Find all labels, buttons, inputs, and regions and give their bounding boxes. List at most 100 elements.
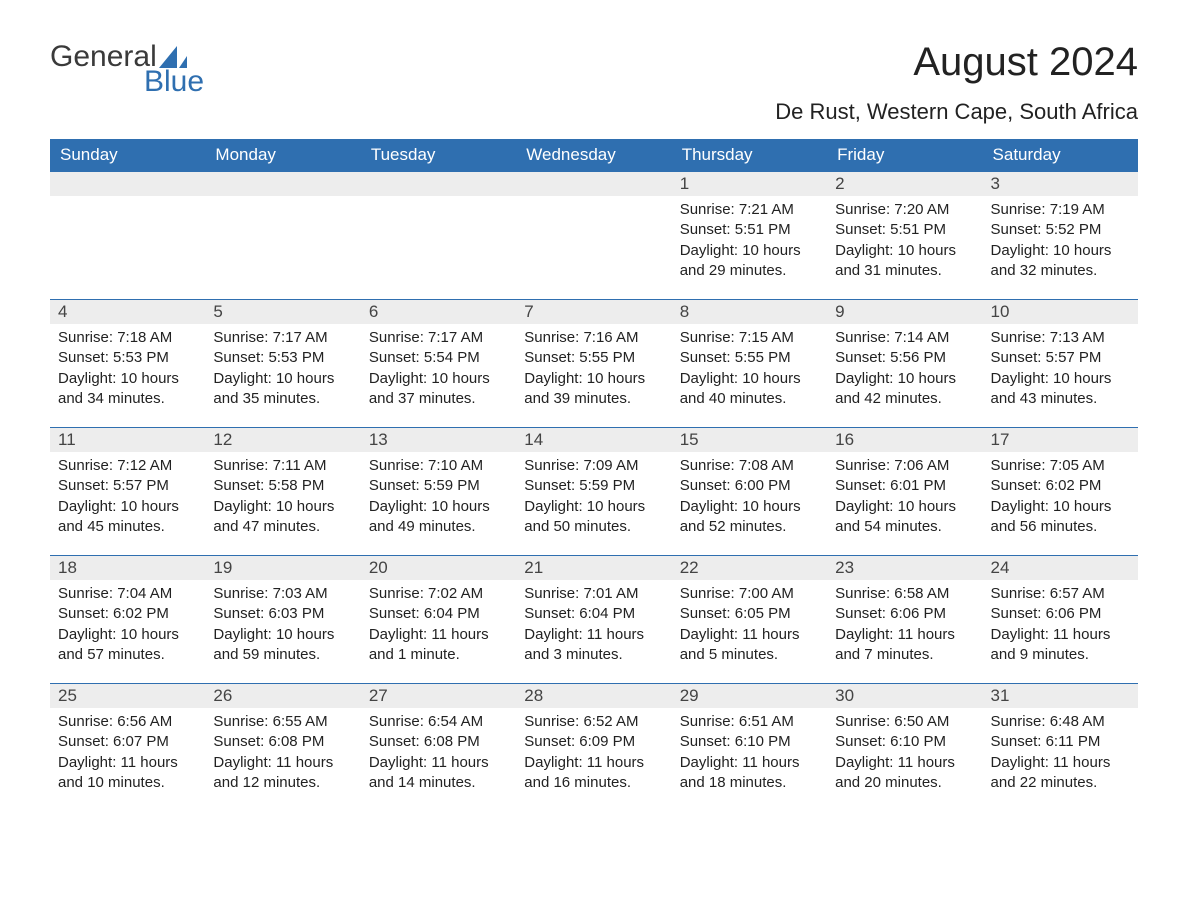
day-body: Sunrise: 6:48 AMSunset: 6:11 PMDaylight:… (983, 708, 1138, 801)
calendar-row: 4Sunrise: 7:18 AMSunset: 5:53 PMDaylight… (50, 300, 1138, 428)
daylight-line: Daylight: 10 hours and 47 minutes. (213, 497, 352, 538)
calendar-cell: 6Sunrise: 7:17 AMSunset: 5:54 PMDaylight… (361, 300, 516, 428)
day-body: Sunrise: 6:51 AMSunset: 6:10 PMDaylight:… (672, 708, 827, 801)
sunrise-line: Sunrise: 7:09 AM (524, 456, 663, 476)
sunset-line: Sunset: 5:53 PM (58, 348, 197, 368)
day-body: Sunrise: 7:06 AMSunset: 6:01 PMDaylight:… (827, 452, 982, 545)
day-body: Sunrise: 7:21 AMSunset: 5:51 PMDaylight:… (672, 196, 827, 289)
sunset-line: Sunset: 6:09 PM (524, 732, 663, 752)
sunrise-line: Sunrise: 7:10 AM (369, 456, 508, 476)
sunset-line: Sunset: 6:07 PM (58, 732, 197, 752)
day-body: Sunrise: 7:16 AMSunset: 5:55 PMDaylight:… (516, 324, 671, 417)
weekday-header-row: SundayMondayTuesdayWednesdayThursdayFrid… (50, 139, 1138, 172)
calendar-cell: 19Sunrise: 7:03 AMSunset: 6:03 PMDayligh… (205, 556, 360, 684)
daylight-line: Daylight: 10 hours and 37 minutes. (369, 369, 508, 410)
day-number: 10 (983, 300, 1138, 324)
calendar-cell: 13Sunrise: 7:10 AMSunset: 5:59 PMDayligh… (361, 428, 516, 556)
day-body: Sunrise: 7:09 AMSunset: 5:59 PMDaylight:… (516, 452, 671, 545)
calendar-cell: 30Sunrise: 6:50 AMSunset: 6:10 PMDayligh… (827, 684, 982, 812)
calendar-cell: 29Sunrise: 6:51 AMSunset: 6:10 PMDayligh… (672, 684, 827, 812)
sunrise-line: Sunrise: 7:02 AM (369, 584, 508, 604)
sunrise-line: Sunrise: 6:52 AM (524, 712, 663, 732)
day-body: Sunrise: 7:03 AMSunset: 6:03 PMDaylight:… (205, 580, 360, 673)
weekday-header: Thursday (672, 139, 827, 172)
daylight-line: Daylight: 10 hours and 40 minutes. (680, 369, 819, 410)
calendar-cell (50, 172, 205, 300)
sunrise-line: Sunrise: 7:14 AM (835, 328, 974, 348)
daylight-line: Daylight: 10 hours and 29 minutes. (680, 241, 819, 282)
day-number: 16 (827, 428, 982, 452)
day-body: Sunrise: 7:02 AMSunset: 6:04 PMDaylight:… (361, 580, 516, 673)
sunset-line: Sunset: 5:53 PM (213, 348, 352, 368)
day-body: Sunrise: 6:50 AMSunset: 6:10 PMDaylight:… (827, 708, 982, 801)
calendar-cell (205, 172, 360, 300)
day-number: 22 (672, 556, 827, 580)
sunset-line: Sunset: 6:08 PM (213, 732, 352, 752)
sunset-line: Sunset: 6:08 PM (369, 732, 508, 752)
sunrise-line: Sunrise: 6:48 AM (991, 712, 1130, 732)
daylight-line: Daylight: 10 hours and 56 minutes. (991, 497, 1130, 538)
calendar-cell: 8Sunrise: 7:15 AMSunset: 5:55 PMDaylight… (672, 300, 827, 428)
sunset-line: Sunset: 5:57 PM (58, 476, 197, 496)
daylight-line: Daylight: 11 hours and 18 minutes. (680, 753, 819, 794)
calendar-cell: 14Sunrise: 7:09 AMSunset: 5:59 PMDayligh… (516, 428, 671, 556)
logo-text-1: General (50, 40, 157, 74)
day-number: 31 (983, 684, 1138, 708)
calendar-cell: 7Sunrise: 7:16 AMSunset: 5:55 PMDaylight… (516, 300, 671, 428)
day-body: Sunrise: 7:10 AMSunset: 5:59 PMDaylight:… (361, 452, 516, 545)
sunset-line: Sunset: 6:03 PM (213, 604, 352, 624)
sunrise-line: Sunrise: 6:57 AM (991, 584, 1130, 604)
daylight-line: Daylight: 10 hours and 49 minutes. (369, 497, 508, 538)
calendar-cell: 16Sunrise: 7:06 AMSunset: 6:01 PMDayligh… (827, 428, 982, 556)
daylight-line: Daylight: 10 hours and 35 minutes. (213, 369, 352, 410)
day-number: 28 (516, 684, 671, 708)
weekday-header: Friday (827, 139, 982, 172)
weekday-header: Sunday (50, 139, 205, 172)
day-number: 9 (827, 300, 982, 324)
sunrise-line: Sunrise: 6:55 AM (213, 712, 352, 732)
weekday-header: Tuesday (361, 139, 516, 172)
day-body: Sunrise: 7:11 AMSunset: 5:58 PMDaylight:… (205, 452, 360, 545)
sunrise-line: Sunrise: 7:05 AM (991, 456, 1130, 476)
daylight-line: Daylight: 11 hours and 10 minutes. (58, 753, 197, 794)
sunrise-line: Sunrise: 7:00 AM (680, 584, 819, 604)
calendar-cell: 9Sunrise: 7:14 AMSunset: 5:56 PMDaylight… (827, 300, 982, 428)
calendar-cell: 17Sunrise: 7:05 AMSunset: 6:02 PMDayligh… (983, 428, 1138, 556)
calendar-cell: 18Sunrise: 7:04 AMSunset: 6:02 PMDayligh… (50, 556, 205, 684)
sunset-line: Sunset: 5:52 PM (991, 220, 1130, 240)
calendar-cell: 31Sunrise: 6:48 AMSunset: 6:11 PMDayligh… (983, 684, 1138, 812)
sunrise-line: Sunrise: 6:54 AM (369, 712, 508, 732)
sunrise-line: Sunrise: 7:18 AM (58, 328, 197, 348)
day-number: 1 (672, 172, 827, 196)
sunrise-line: Sunrise: 7:17 AM (369, 328, 508, 348)
day-number: 7 (516, 300, 671, 324)
sunset-line: Sunset: 6:10 PM (835, 732, 974, 752)
sunrise-line: Sunrise: 7:03 AM (213, 584, 352, 604)
daylight-line: Daylight: 10 hours and 42 minutes. (835, 369, 974, 410)
day-body: Sunrise: 6:56 AMSunset: 6:07 PMDaylight:… (50, 708, 205, 801)
day-number: 14 (516, 428, 671, 452)
day-number: 18 (50, 556, 205, 580)
day-number: 15 (672, 428, 827, 452)
sunset-line: Sunset: 5:59 PM (369, 476, 508, 496)
day-body: Sunrise: 7:05 AMSunset: 6:02 PMDaylight:… (983, 452, 1138, 545)
sunrise-line: Sunrise: 7:11 AM (213, 456, 352, 476)
calendar-cell: 12Sunrise: 7:11 AMSunset: 5:58 PMDayligh… (205, 428, 360, 556)
sunrise-line: Sunrise: 7:06 AM (835, 456, 974, 476)
day-number: 29 (672, 684, 827, 708)
calendar-cell (516, 172, 671, 300)
sunset-line: Sunset: 6:10 PM (680, 732, 819, 752)
day-number: 24 (983, 556, 1138, 580)
sunset-line: Sunset: 6:04 PM (524, 604, 663, 624)
day-number: 5 (205, 300, 360, 324)
calendar-cell (361, 172, 516, 300)
day-number: 11 (50, 428, 205, 452)
sunset-line: Sunset: 6:02 PM (991, 476, 1130, 496)
daylight-line: Daylight: 10 hours and 57 minutes. (58, 625, 197, 666)
calendar-cell: 2Sunrise: 7:20 AMSunset: 5:51 PMDaylight… (827, 172, 982, 300)
calendar-row: 18Sunrise: 7:04 AMSunset: 6:02 PMDayligh… (50, 556, 1138, 684)
sunrise-line: Sunrise: 7:21 AM (680, 200, 819, 220)
sunrise-line: Sunrise: 7:13 AM (991, 328, 1130, 348)
calendar-row: 25Sunrise: 6:56 AMSunset: 6:07 PMDayligh… (50, 684, 1138, 812)
day-number: 30 (827, 684, 982, 708)
